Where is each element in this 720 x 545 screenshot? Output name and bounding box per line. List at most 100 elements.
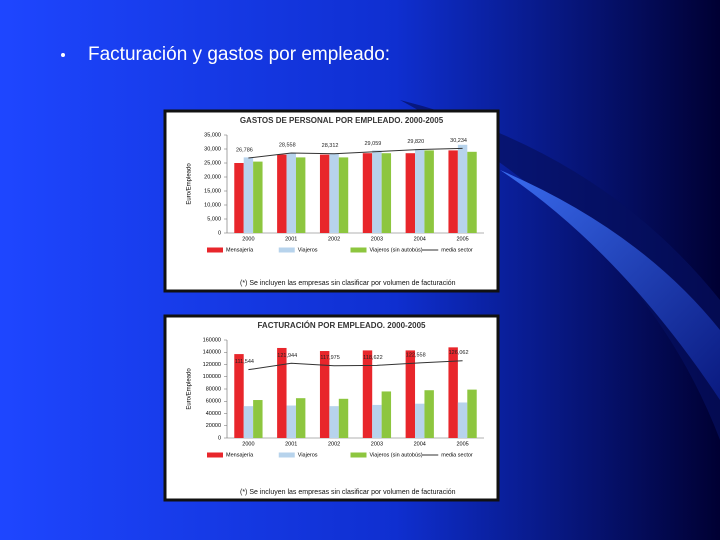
- y-tick-label: 120000: [203, 362, 221, 368]
- y-tick-label: 20,000: [204, 174, 221, 180]
- y-tick-label: 0: [218, 435, 221, 441]
- bar: [381, 391, 392, 438]
- y-tick-label: 40000: [206, 411, 221, 417]
- line-value-label: 117,975: [320, 355, 339, 361]
- bar: [467, 389, 477, 438]
- bar: [243, 157, 254, 233]
- bar: [448, 150, 458, 233]
- bar: [448, 347, 458, 438]
- legend-swatch: [278, 452, 295, 458]
- legend-label: Mensajería: [226, 247, 254, 253]
- footnote: (*) Se incluyen las empresas sin clasifi…: [240, 280, 456, 287]
- bar: [319, 351, 330, 438]
- legend-label: Viajeros: [298, 452, 318, 458]
- bar: [405, 153, 416, 233]
- y-tick-label: 30,000: [204, 146, 221, 152]
- line: [248, 360, 463, 371]
- y-axis-label: Euro/Empleado: [187, 163, 193, 205]
- bar: [457, 402, 468, 438]
- bar: [329, 153, 339, 233]
- y-tick-label: 0: [218, 230, 221, 236]
- slide-title: Facturación y gastos por empleado:: [88, 44, 390, 65]
- legend-swatch: [207, 247, 223, 253]
- x-tick-label: 2005: [456, 441, 468, 447]
- bullet: [61, 53, 65, 57]
- line-value-label: 126,062: [449, 350, 469, 356]
- line-value-label: 111,544: [235, 359, 254, 365]
- bar: [424, 390, 434, 438]
- chart-title: FACTURACIÓN POR EMPLEADO. 2000-2005: [257, 321, 426, 330]
- y-tick-label: 140000: [203, 350, 221, 356]
- bar: [362, 350, 373, 438]
- bar: [253, 400, 263, 438]
- y-tick-label: 80000: [206, 386, 221, 392]
- y-tick-label: 160000: [203, 337, 221, 343]
- y-tick-label: 5,000: [207, 216, 221, 222]
- y-tick-label: 25,000: [204, 160, 221, 166]
- y-tick-label: 15,000: [204, 188, 221, 194]
- bar: [295, 157, 306, 233]
- line-value-label: 28,558: [279, 142, 296, 148]
- legend-label: Viajeros (sin autobús): [370, 247, 423, 253]
- y-axis-label: Euro/Empleado: [187, 368, 193, 410]
- x-tick-label: 2002: [328, 441, 340, 447]
- line-value-label: 122,558: [406, 352, 426, 358]
- bar: [329, 406, 339, 438]
- y-tick-label: 35,000: [204, 132, 221, 138]
- x-tick-label: 2001: [285, 236, 297, 242]
- line: [248, 147, 463, 159]
- bar: [338, 157, 349, 233]
- bar: [286, 405, 296, 438]
- footnote: (*) Se incluyen las empresas sin clasifi…: [240, 489, 456, 496]
- bar: [338, 398, 349, 438]
- x-tick-label: 2003: [371, 441, 383, 447]
- line-value-label: 29,059: [365, 141, 382, 147]
- swoosh: [500, 170, 720, 400]
- bar: [415, 403, 425, 438]
- bar: [372, 404, 382, 438]
- y-tick-label: 60000: [206, 399, 221, 405]
- bar: [381, 153, 392, 233]
- bar: [277, 347, 287, 438]
- x-tick-label: 2002: [328, 236, 340, 242]
- legend-label: Viajeros (sin autobús): [370, 452, 423, 458]
- line-value-label: 121,944: [277, 353, 297, 359]
- legend-swatch: [207, 452, 223, 458]
- x-tick-label: 2000: [242, 441, 254, 447]
- legend-swatch: [350, 452, 367, 458]
- bar: [243, 406, 254, 438]
- bar: [234, 354, 244, 438]
- x-tick-label: 2003: [371, 236, 383, 242]
- bar: [253, 161, 263, 233]
- legend-swatch: [278, 247, 295, 253]
- legend-label: Viajeros: [298, 247, 318, 253]
- legend-label: media sector: [441, 247, 473, 253]
- bar: [424, 150, 434, 233]
- x-tick-label: 2004: [414, 236, 426, 242]
- x-tick-label: 2005: [456, 236, 468, 242]
- legend-label: Mensajería: [226, 452, 254, 458]
- x-tick-label: 2004: [414, 441, 426, 447]
- bar: [286, 153, 296, 233]
- legend-label: media sector: [441, 452, 473, 458]
- y-tick-label: 100000: [203, 374, 221, 380]
- chart-title: GASTOS DE PERSONAL POR EMPLEADO. 2000-20…: [240, 116, 444, 125]
- y-tick-label: 10,000: [204, 202, 221, 208]
- line-value-label: 118,622: [363, 355, 382, 361]
- bar: [405, 350, 416, 438]
- line-value-label: 29,820: [407, 139, 424, 145]
- bar: [457, 144, 468, 233]
- x-tick-label: 2000: [242, 236, 254, 242]
- bar: [372, 150, 382, 233]
- line-value-label: 28,312: [322, 143, 339, 149]
- bar: [362, 153, 373, 233]
- y-tick-label: 20000: [206, 423, 221, 429]
- legend-swatch: [350, 247, 367, 253]
- line-value-label: 30,234: [450, 138, 467, 144]
- bar: [415, 149, 425, 233]
- bar: [277, 154, 287, 233]
- line-value-label: 26,786: [236, 147, 253, 153]
- bar: [234, 163, 244, 233]
- bar: [295, 398, 306, 438]
